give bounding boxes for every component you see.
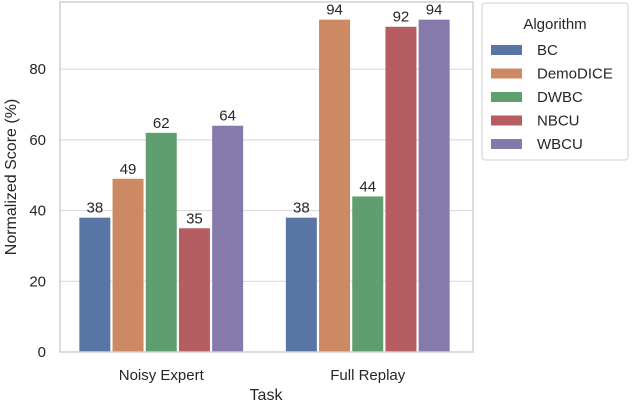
legend-label-bc: BC <box>537 42 558 59</box>
bar-wbcu-noisy-expert <box>212 125 244 353</box>
legend-swatch-dwbc <box>491 92 522 102</box>
bar-dwbc-noisy-expert <box>145 132 177 352</box>
legend-label-wbcu: WBCU <box>537 136 583 153</box>
bar-value-label: 94 <box>326 2 343 19</box>
bar-bc-noisy-expert <box>79 217 111 352</box>
bar-value-label: 49 <box>120 161 137 178</box>
x-tick-label: Noisy Expert <box>119 367 205 384</box>
bar-bc-full-replay <box>285 217 317 352</box>
x-axis-title: Task <box>250 387 284 404</box>
bar-demodice-noisy-expert <box>112 178 144 352</box>
bar-value-label: 64 <box>219 108 236 125</box>
bar-value-label: 35 <box>186 210 203 227</box>
legend-label-dwbc: DWBC <box>537 89 583 106</box>
bar-wbcu-full-replay <box>418 19 450 353</box>
y-tick-label: 40 <box>29 203 46 220</box>
bar-value-label: 62 <box>153 115 170 132</box>
x-axis-ticks: Noisy Expert Full Replay <box>119 367 406 384</box>
bars <box>79 19 450 353</box>
legend-swatch-bc <box>491 45 522 55</box>
y-tick-label: 20 <box>29 273 46 290</box>
y-axis-ticks: 0 20 40 60 80 <box>29 61 46 361</box>
y-tick-label: 0 <box>38 344 46 361</box>
bar-nbcu-full-replay <box>385 26 417 353</box>
legend-label-demodice: DemoDICE <box>537 66 613 83</box>
bar-value-label: 92 <box>393 9 410 26</box>
bar-value-label: 38 <box>87 200 104 217</box>
bar-nbcu-noisy-expert <box>178 228 210 352</box>
bar-value-labels: 38 49 62 35 64 38 94 44 92 94 <box>87 2 443 228</box>
y-tick-label: 60 <box>29 132 46 149</box>
bar-dwbc-full-replay <box>352 196 384 352</box>
y-tick-label: 80 <box>29 61 46 78</box>
bar-value-label: 44 <box>359 178 376 195</box>
legend-title: Algorithm <box>523 16 586 33</box>
y-axis-title: Normalized Score (%) <box>3 99 20 255</box>
legend-swatch-demodice <box>491 68 522 79</box>
legend-swatch-wbcu <box>491 139 522 149</box>
legend: Algorithm BC DemoDICE DWBC NBCU WBCU <box>481 2 629 161</box>
legend-swatch-nbcu <box>491 115 522 126</box>
bar-demodice-full-replay <box>319 19 351 353</box>
plot-frame <box>59 1 474 353</box>
bar-value-label: 38 <box>293 200 310 217</box>
bar-value-label: 94 <box>426 2 443 19</box>
legend-label-nbcu: NBCU <box>537 113 580 130</box>
x-tick-label: Full Replay <box>330 367 406 384</box>
